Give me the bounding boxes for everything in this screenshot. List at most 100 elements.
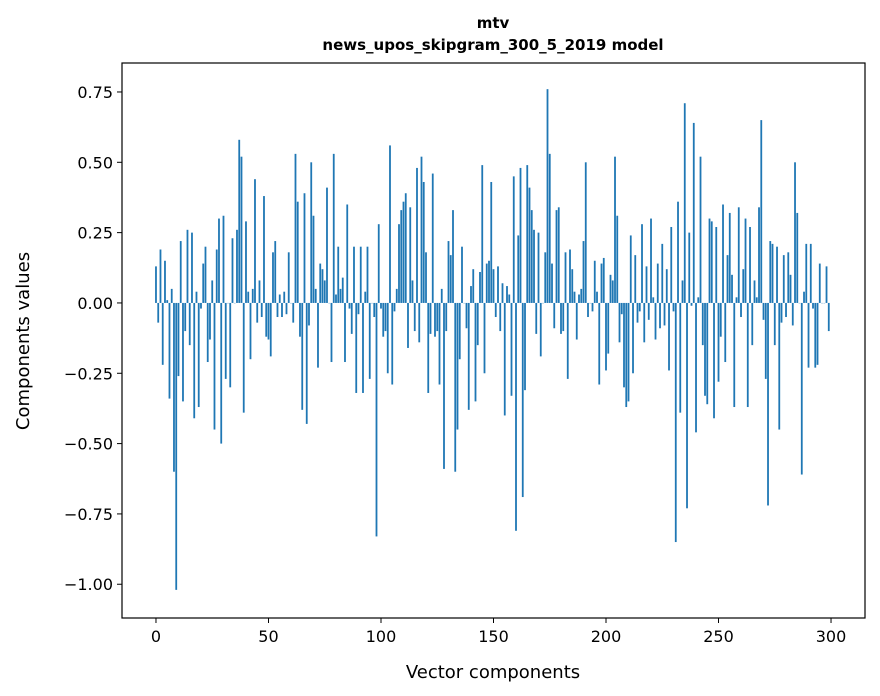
bar-component-288 <box>803 291 805 303</box>
bar-component-122 <box>429 302 432 334</box>
bar-component-165 <box>526 165 529 303</box>
bar-component-203 <box>611 280 614 303</box>
bar-component-51 <box>269 302 272 357</box>
plot-frame <box>121 62 866 619</box>
y-axis-label: Components values <box>13 252 34 430</box>
bar-component-15 <box>188 302 191 346</box>
bar-component-40 <box>245 221 247 303</box>
bar-component-204 <box>614 156 616 303</box>
bar-component-63 <box>296 201 299 303</box>
bar-component-127 <box>440 288 443 303</box>
bar-component-3 <box>161 302 164 365</box>
chart-subtitle: news_upos_skipgram_300_5_2019 model <box>322 36 663 54</box>
bar-component-156 <box>506 286 508 303</box>
bar-component-27 <box>215 249 218 303</box>
bar-component-64 <box>299 302 301 337</box>
bar-component-285 <box>796 212 799 303</box>
bar-component-217 <box>643 302 646 343</box>
bar-component-180 <box>560 302 562 334</box>
bar-component-299 <box>827 302 830 332</box>
bar-component-39 <box>242 302 245 413</box>
bar-component-234 <box>681 280 684 303</box>
bar-component-159 <box>512 176 515 303</box>
bar-component-21 <box>202 263 205 303</box>
bar-component-222 <box>654 302 657 340</box>
bar-component-295 <box>818 263 821 303</box>
bar-component-140 <box>470 286 472 303</box>
bar-component-67 <box>305 302 308 424</box>
bar-component-270 <box>762 302 765 320</box>
bar-component-139 <box>467 302 470 410</box>
bar-component-276 <box>776 246 778 303</box>
y-tick-label: 0.75 <box>77 83 113 102</box>
bar-component-262 <box>744 218 747 303</box>
bar-component-215 <box>638 302 641 312</box>
bar-component-141 <box>472 269 475 303</box>
bar-component-233 <box>679 302 682 413</box>
bar-component-72 <box>317 302 319 368</box>
bar-component-170 <box>537 232 540 303</box>
bar-component-176 <box>551 263 553 303</box>
bar-component-246 <box>708 218 711 303</box>
bar-component-191 <box>584 162 587 303</box>
bar-component-135 <box>458 302 461 360</box>
bar-component-92 <box>362 302 364 393</box>
bar-component-196 <box>596 291 598 303</box>
bar-component-255 <box>728 212 731 303</box>
bar-component-197 <box>598 302 601 385</box>
bar-component-231 <box>674 302 677 543</box>
bar-component-150 <box>492 269 495 303</box>
bar-component-59 <box>287 252 290 303</box>
bar-component-73 <box>319 263 322 303</box>
bar-component-91 <box>359 246 362 303</box>
bar-component-125 <box>436 302 439 332</box>
bar-component-254 <box>726 255 729 303</box>
bar-component-121 <box>427 302 430 393</box>
bar-component-271 <box>764 302 767 379</box>
bar-component-227 <box>665 269 668 303</box>
bar-component-261 <box>742 269 745 303</box>
bar-component-102 <box>384 302 387 332</box>
bar-component-76 <box>326 187 328 303</box>
bar-component-5 <box>166 300 169 303</box>
bar-component-225 <box>661 243 664 303</box>
bar-component-259 <box>737 207 740 303</box>
bar-component-239 <box>692 122 695 303</box>
x-axis-label: Vector components <box>406 662 580 683</box>
bar-component-12 <box>182 302 184 402</box>
x-tick-label: 250 <box>703 627 734 646</box>
bar-component-162 <box>519 167 522 303</box>
bar-component-152 <box>497 266 499 303</box>
bar-component-47 <box>260 302 263 318</box>
bar-component-198 <box>600 263 603 303</box>
bar-component-278 <box>780 302 783 323</box>
y-tick-label: −1.00 <box>64 575 113 594</box>
bar-component-52 <box>272 252 274 303</box>
bar-component-244 <box>704 302 706 396</box>
bar-component-0 <box>155 266 157 303</box>
bar-component-201 <box>607 302 610 354</box>
bar-component-216 <box>641 224 643 303</box>
bar-component-46 <box>258 280 261 303</box>
bar-component-187 <box>575 302 578 340</box>
bar-component-241 <box>697 297 700 303</box>
bar-component-249 <box>715 226 718 303</box>
bar-component-210 <box>627 302 630 402</box>
bar-component-103 <box>386 302 389 374</box>
bar-component-100 <box>380 302 382 309</box>
bar-component-36 <box>236 229 238 303</box>
bar-component-134 <box>456 302 459 430</box>
bar-component-160 <box>515 302 517 531</box>
y-tick-label: 0.25 <box>77 224 113 243</box>
bar-component-66 <box>303 193 306 303</box>
bar-component-181 <box>562 302 565 332</box>
bar-component-133 <box>454 302 457 472</box>
bar-component-179 <box>557 207 560 303</box>
bar-component-136 <box>461 246 463 303</box>
bar-component-273 <box>769 241 772 303</box>
y-tick-label: −0.75 <box>64 505 113 524</box>
bar-component-184 <box>569 249 571 303</box>
bar-component-126 <box>438 302 441 385</box>
bar-component-251 <box>719 302 722 337</box>
